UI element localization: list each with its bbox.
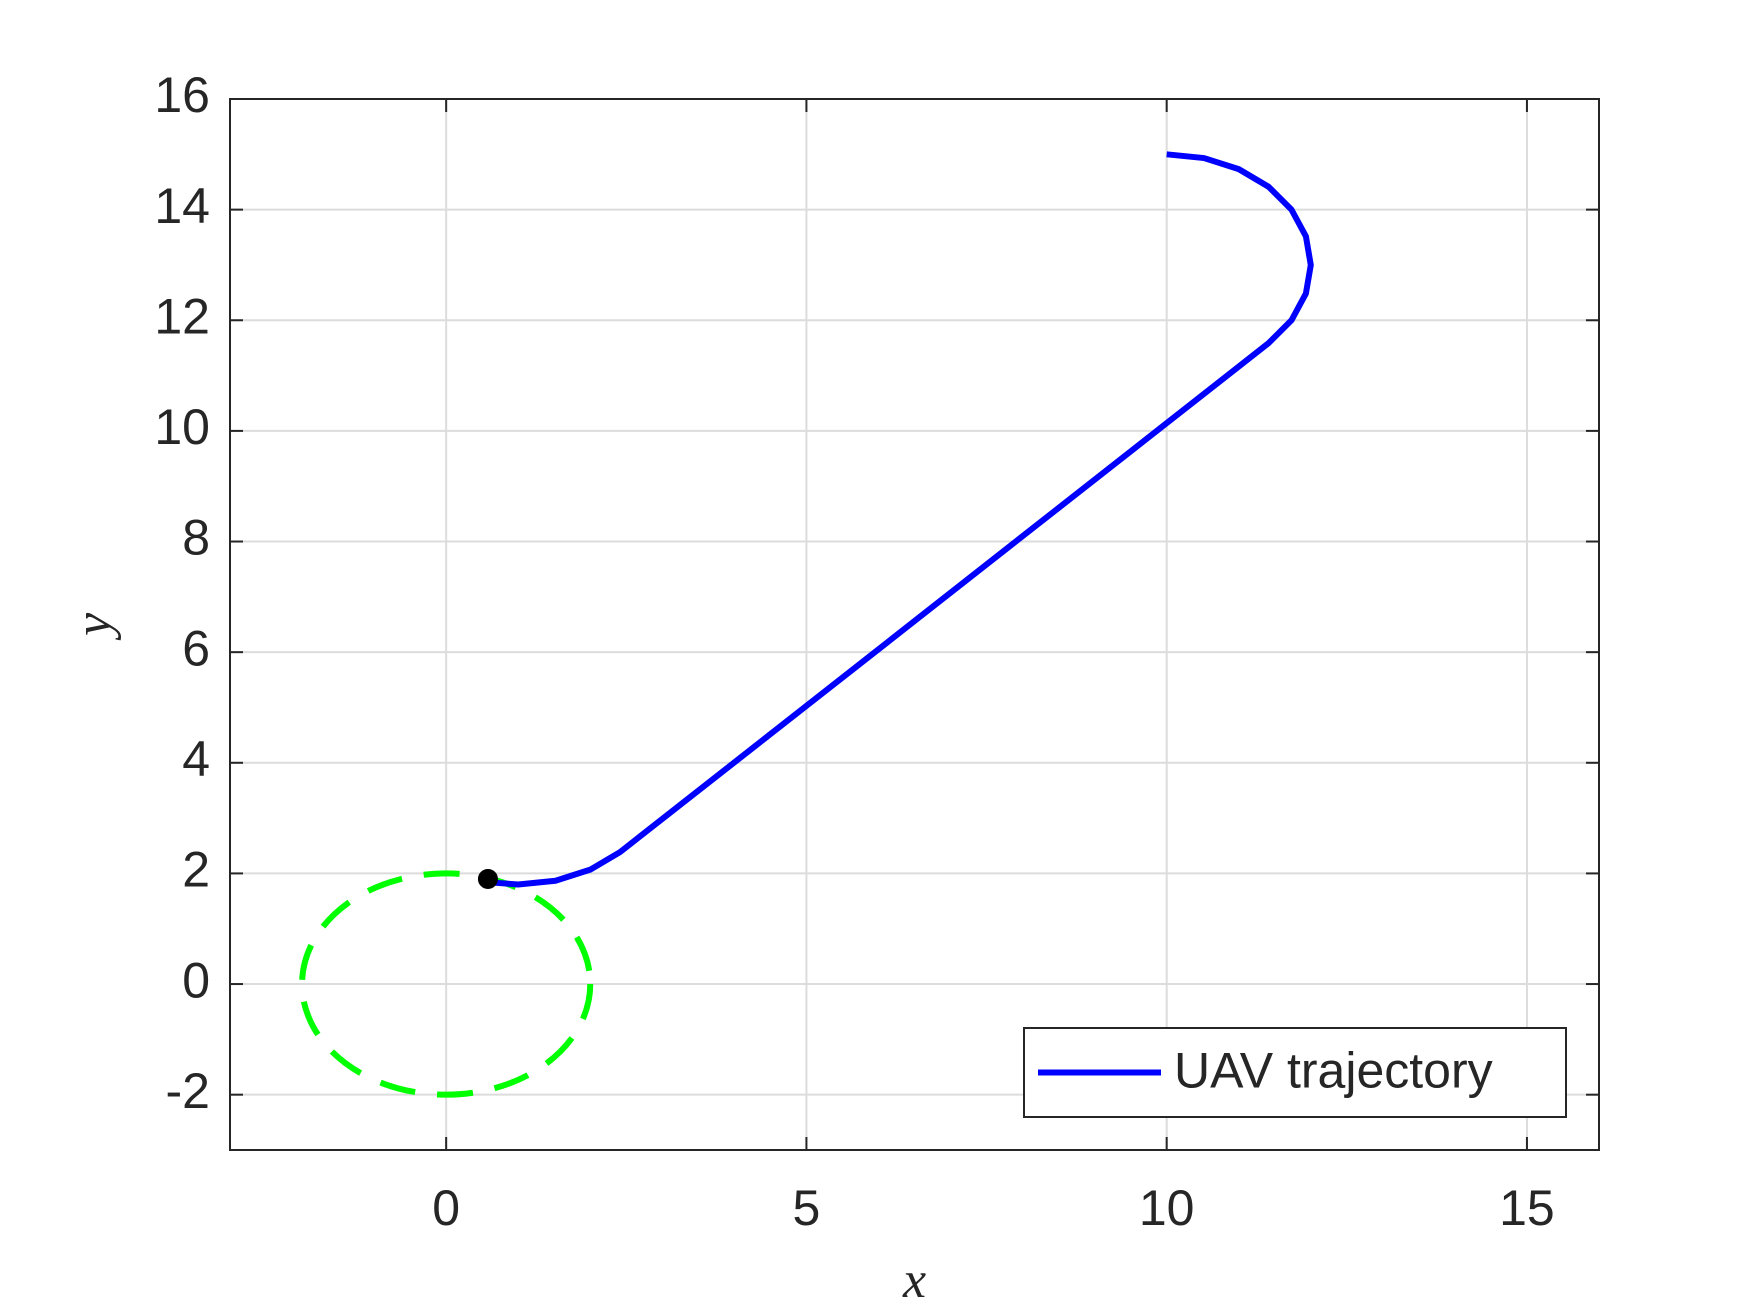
x-tick-label: 10 (1139, 1180, 1195, 1236)
start-marker (477, 868, 498, 889)
y-tick-label: 12 (154, 288, 210, 344)
y-tick-label: 6 (182, 620, 210, 676)
y-tick-label: -2 (166, 1063, 210, 1119)
y-tick-label: 0 (182, 952, 210, 1008)
y-tick-label: 10 (154, 399, 210, 455)
axes-box (229, 98, 1600, 1151)
y-tick-label: 2 (182, 842, 210, 898)
x-tick-label: 5 (793, 1180, 821, 1236)
y-axis-label: y (65, 612, 122, 641)
y-tick-label: 14 (154, 178, 210, 234)
legend-label: UAV trajectory (1174, 1043, 1493, 1099)
x-axis-label: x (902, 1252, 926, 1309)
target-circle (299, 870, 594, 1098)
trajectory-line (490, 151, 1314, 888)
y-tick-label: 4 (182, 731, 210, 787)
y-tick-label: 16 (154, 67, 210, 123)
x-tick-label: 15 (1499, 1180, 1555, 1236)
y-tick-label: 8 (182, 510, 210, 566)
x-tick-label: 0 (432, 1180, 460, 1236)
